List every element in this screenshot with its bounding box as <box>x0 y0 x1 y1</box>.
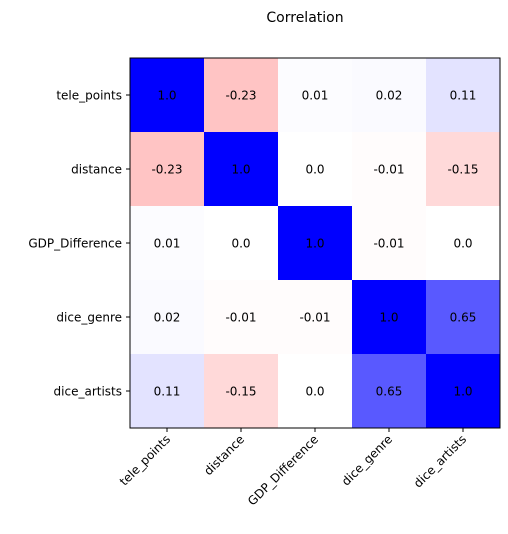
heatmap-cell <box>204 354 278 428</box>
heatmap-cell <box>352 58 426 132</box>
cell-value-label: -0.15 <box>447 163 478 177</box>
cell-value-label: -0.01 <box>225 311 256 325</box>
cell-value-label: 0.01 <box>154 237 181 251</box>
y-axis: tele_points distance GDP_Difference dice_ge… <box>28 89 130 399</box>
heatmap-cell <box>426 206 500 280</box>
cell-value-label: -0.23 <box>225 89 256 103</box>
x-tick-label: tele_points <box>117 432 173 488</box>
heatmap-cell <box>278 206 352 280</box>
heatmap-cell <box>130 206 204 280</box>
x-tick-label: dice_genre <box>339 432 395 488</box>
cell-value-label: 0.65 <box>376 385 403 399</box>
cell-value-label: -0.01 <box>373 237 404 251</box>
cell-value-label: -0.01 <box>299 311 330 325</box>
heatmap-cell <box>352 354 426 428</box>
heatmap-cell-labels: 1.0 -0.23 0.01 0.02 0.11 -0.23 1.0 0.0 -0.01 -0.1… <box>151 89 478 399</box>
cell-value-label: 1.0 <box>157 89 176 103</box>
cell-value-label: 0.02 <box>154 311 181 325</box>
x-tick-label: dice_artists <box>411 432 469 490</box>
heatmap-cell <box>204 280 278 354</box>
y-tick-label: dice_artists <box>54 385 122 399</box>
heatmap-cell <box>278 132 352 206</box>
cell-value-label: 1.0 <box>453 385 472 399</box>
heatmap-cell <box>278 354 352 428</box>
cell-value-label: 1.0 <box>379 311 398 325</box>
heatmap-cell <box>352 132 426 206</box>
heatmap-cell <box>426 132 500 206</box>
y-tick-label: dice_genre <box>56 311 122 325</box>
cell-value-label: 0.0 <box>305 163 324 177</box>
x-tick-label: distance <box>201 432 247 478</box>
heatmap-cell <box>204 206 278 280</box>
heatmap-cell <box>204 132 278 206</box>
cell-value-label: 1.0 <box>305 237 324 251</box>
heatmap-cell <box>426 280 500 354</box>
heatmap-cell <box>130 58 204 132</box>
cell-value-label: 0.11 <box>450 89 477 103</box>
cell-value-label: 0.02 <box>376 89 403 103</box>
x-tick-label: GDP_Difference <box>245 432 321 508</box>
heatmap-cell <box>352 206 426 280</box>
heatmap-cell <box>426 354 500 428</box>
y-tick-label: distance <box>71 163 122 177</box>
heatmap-cell <box>130 132 204 206</box>
y-tick-label: tele_points <box>56 89 122 103</box>
cell-value-label: 0.65 <box>450 311 477 325</box>
cell-value-label: 1.0 <box>231 163 250 177</box>
y-tick-label: GDP_Difference <box>28 237 122 251</box>
cell-value-label: -0.15 <box>225 385 256 399</box>
heatmap-cells <box>130 58 500 428</box>
heatmap-cell <box>278 58 352 132</box>
heatmap-cell <box>130 354 204 428</box>
heatmap-cell <box>352 280 426 354</box>
cell-value-label: -0.23 <box>151 163 182 177</box>
cell-value-label: 0.0 <box>305 385 324 399</box>
cell-value-label: 0.0 <box>453 237 472 251</box>
cell-value-label: -0.01 <box>373 163 404 177</box>
heatmap-cell <box>130 280 204 354</box>
heatmap-cell <box>204 58 278 132</box>
cell-value-label: 0.0 <box>231 237 250 251</box>
cell-value-label: 0.01 <box>302 89 329 103</box>
heatmap-cell <box>426 58 500 132</box>
heatmap-cell <box>278 280 352 354</box>
chart-title: Correlation <box>266 10 343 26</box>
cell-value-label: 0.11 <box>154 385 181 399</box>
